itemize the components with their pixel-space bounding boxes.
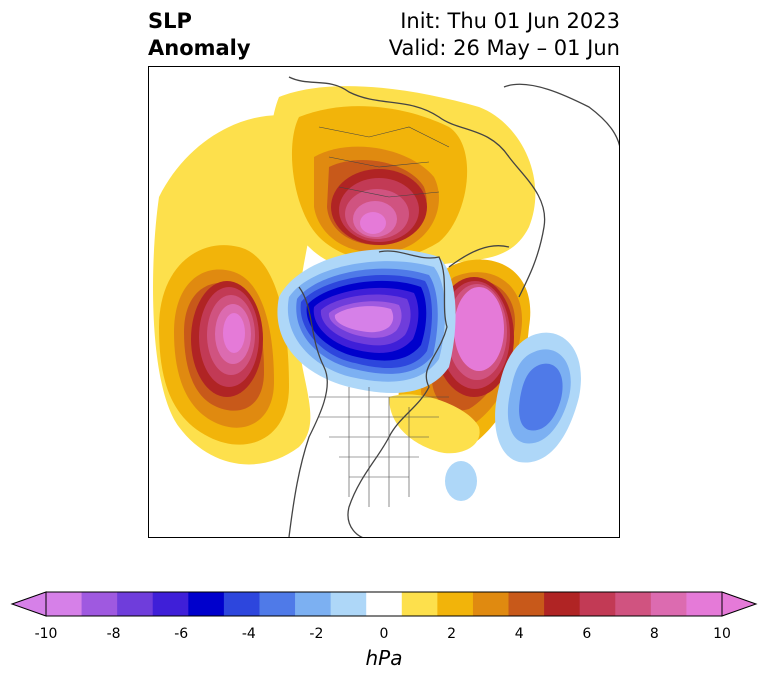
colorbar-segment <box>259 592 296 616</box>
colorbar-segment <box>152 592 189 616</box>
colorbar-segment <box>81 592 118 616</box>
colorbar-tick-label: -10 <box>34 626 58 642</box>
date-info: Init: Thu 01 Jun 2023 Valid: 26 May – 01… <box>389 8 620 62</box>
colorbar-tick-label: -8 <box>106 626 121 642</box>
colorbar-segment <box>650 592 687 616</box>
colorbar-segment <box>295 592 332 616</box>
colorbar-tick-label: 4 <box>514 626 524 642</box>
colorbar-extend-min <box>10 591 47 617</box>
colorbar-tick-label: 0 <box>379 626 389 642</box>
coastlines <box>288 76 619 537</box>
title-line-2: Anomaly <box>148 36 251 60</box>
colorbar-tick-label: 10 <box>713 626 731 642</box>
colorbar-segment <box>472 592 510 616</box>
map-title: SLP Anomaly <box>148 8 251 62</box>
colorbar-segment <box>46 592 83 616</box>
anomaly-map <box>153 76 619 537</box>
pacific-high-anomaly <box>153 115 324 465</box>
colorbar-segment <box>366 592 403 616</box>
colorbar-unit-label: hPa <box>365 646 403 670</box>
colorbar-segment <box>437 592 474 616</box>
colorbar-segment <box>686 592 723 616</box>
colorbar-segment <box>508 592 545 616</box>
colorbar-segment <box>544 592 581 616</box>
eurasia-high-anomaly <box>270 86 536 273</box>
colorbar-tick-label: -2 <box>309 626 324 642</box>
colorbar-segment <box>615 592 652 616</box>
colorbar <box>10 591 758 617</box>
colorbar-tick-label: 2 <box>447 626 457 642</box>
borders <box>309 126 450 507</box>
title-line-1: SLP <box>148 9 192 33</box>
colorbar-tick-label: -4 <box>241 626 256 642</box>
valid-range: Valid: 26 May – 01 Jun <box>388 36 620 60</box>
colorbar-extend-max <box>721 591 758 617</box>
arctic-low-anomaly <box>277 249 456 393</box>
colorbar-tick-label: 6 <box>582 626 592 642</box>
atlantic-low-anomaly <box>445 332 581 501</box>
map-panel <box>148 66 620 538</box>
colorbar-segment <box>330 592 367 616</box>
colorbar-segment <box>579 592 616 616</box>
init-date: Init: Thu 01 Jun 2023 <box>400 9 620 33</box>
colorbar-segment <box>401 592 438 616</box>
colorbar-tick-label: 8 <box>649 626 659 642</box>
colorbar-segment <box>117 592 154 616</box>
atlantic-minor-low <box>445 461 477 501</box>
colorbar-segment <box>188 592 225 616</box>
colorbar-segment <box>223 592 260 616</box>
colorbar-tick-label: -6 <box>174 626 189 642</box>
